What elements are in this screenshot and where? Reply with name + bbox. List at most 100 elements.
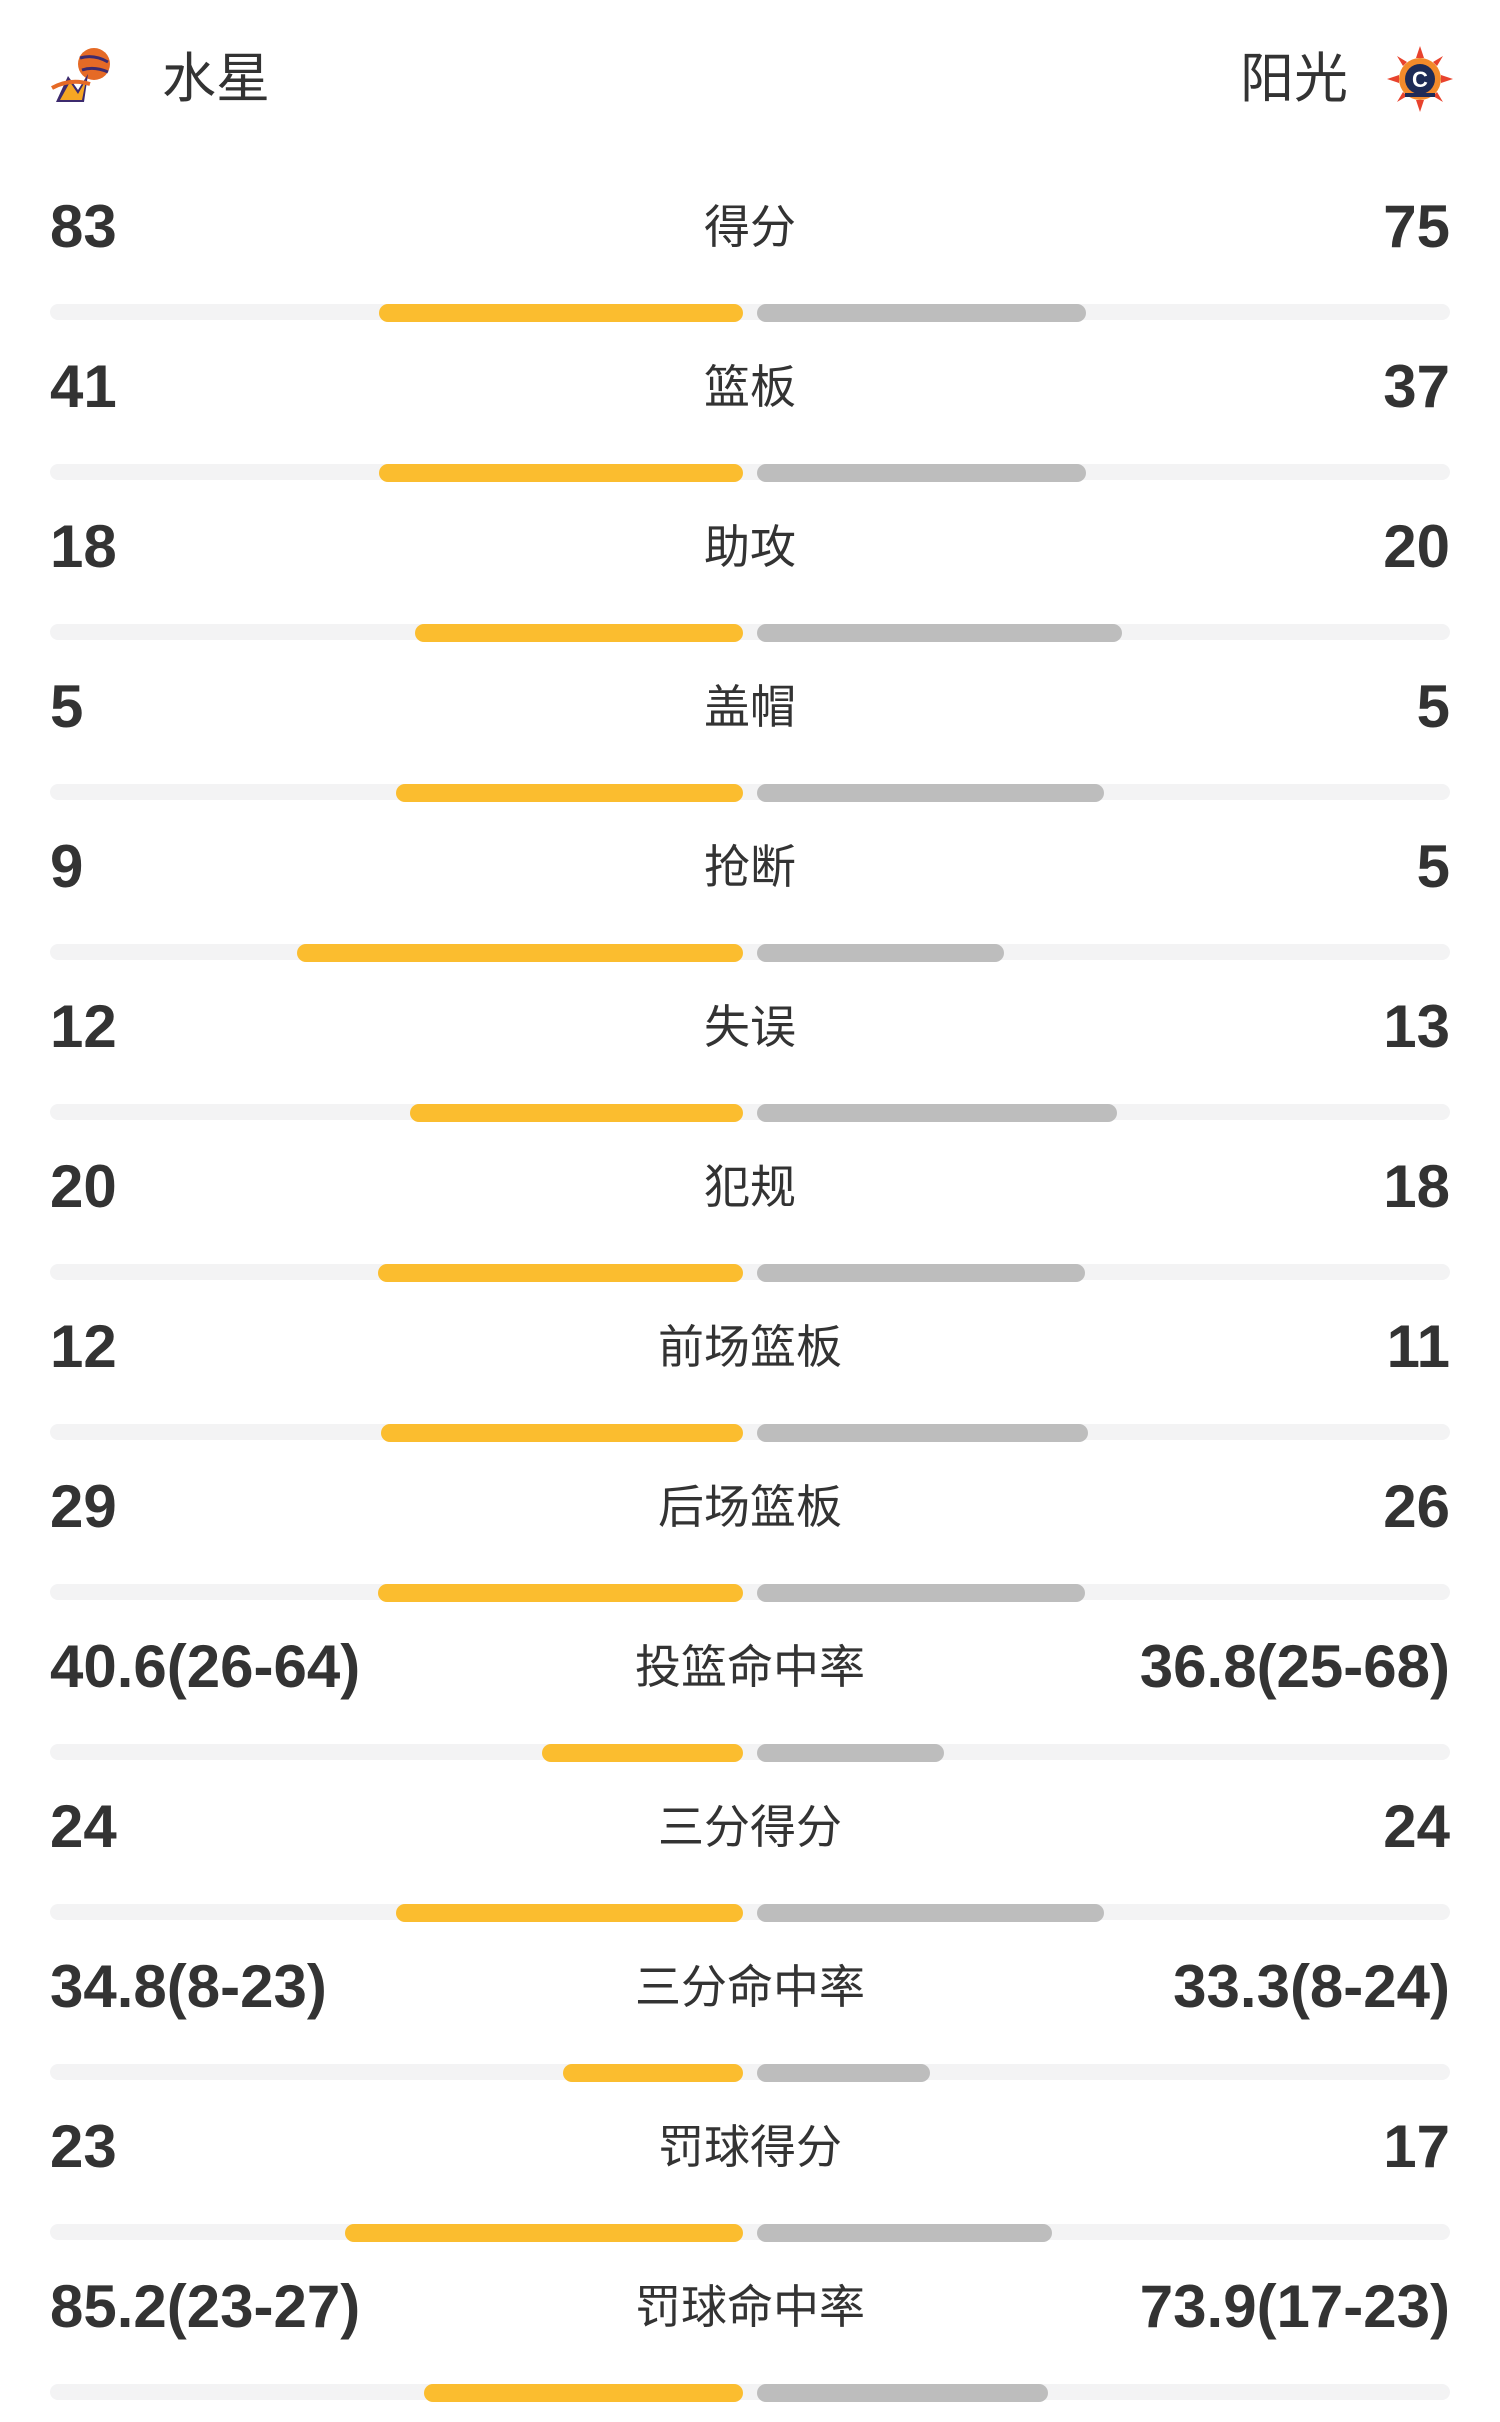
stat-bar-track xyxy=(50,2224,1450,2240)
home-stat-value: 5 xyxy=(50,673,84,740)
home-stat-value: 18 xyxy=(50,513,117,580)
stat-row: 23 罚球得分 17 xyxy=(0,2102,1500,2262)
home-stat-bar xyxy=(410,1104,743,1122)
stat-row: 34.8(8-23) 三分命中率 33.3(8-24) xyxy=(0,1942,1500,2102)
away-stat-value: 5 xyxy=(1416,833,1450,900)
away-stat-value: 75 xyxy=(1383,193,1450,260)
stat-bar-track xyxy=(50,304,1450,320)
svg-text:C: C xyxy=(1412,67,1428,92)
away-stat-value: 36.8(25-68) xyxy=(1139,1633,1450,1700)
stat-bar-track xyxy=(50,2064,1450,2080)
home-stat-value: 34.8(8-23) xyxy=(50,1953,327,2020)
away-stat-bar xyxy=(757,2384,1048,2402)
stat-bar-track xyxy=(50,1424,1450,1440)
stat-label: 失误 xyxy=(704,1000,796,1054)
stat-label: 篮板 xyxy=(704,360,796,414)
stat-bar-track xyxy=(50,2384,1450,2400)
away-stat-bar xyxy=(757,1904,1104,1922)
away-stat-bar xyxy=(757,784,1104,802)
home-team-name: 水星 xyxy=(162,47,270,110)
home-stat-bar xyxy=(297,944,743,962)
stat-label: 犯规 xyxy=(704,1160,796,1214)
home-stat-value: 9 xyxy=(50,833,84,900)
stat-label: 得分 xyxy=(704,200,796,254)
home-stat-bar xyxy=(396,784,743,802)
team-header: 水星 阳光 C xyxy=(0,0,1500,160)
stat-row: 5 盖帽 5 xyxy=(0,662,1500,822)
stat-bar-track xyxy=(50,784,1450,800)
stat-row: 12 失误 13 xyxy=(0,982,1500,1142)
stat-row: 29 后场篮板 26 xyxy=(0,1462,1500,1622)
home-stat-bar xyxy=(379,304,743,322)
away-stat-value: 73.9(17-23) xyxy=(1139,2273,1450,2340)
away-stat-bar xyxy=(757,1424,1088,1442)
home-stat-value: 20 xyxy=(50,1153,117,1220)
away-stat-bar xyxy=(757,304,1086,322)
away-stat-bar xyxy=(757,624,1122,642)
stat-label: 三分命中率 xyxy=(635,1960,865,2014)
away-stat-value: 5 xyxy=(1416,673,1450,740)
home-stat-bar xyxy=(378,1584,743,1602)
home-stat-value: 29 xyxy=(50,1473,117,1540)
away-stat-value: 11 xyxy=(1386,1313,1450,1380)
stat-label: 投篮命中率 xyxy=(635,1640,865,1694)
away-stat-value: 37 xyxy=(1383,353,1450,420)
home-stat-bar xyxy=(542,1744,743,1762)
stat-row: 40.6(26-64) 投篮命中率 36.8(25-68) xyxy=(0,1622,1500,1782)
stat-bar-track xyxy=(50,944,1450,960)
stat-label: 罚球命中率 xyxy=(635,2280,865,2334)
home-stat-bar xyxy=(424,2384,743,2402)
stat-bar-track xyxy=(50,1904,1450,1920)
away-stat-value: 26 xyxy=(1383,1473,1450,1540)
stat-row: 9 抢断 5 xyxy=(0,822,1500,982)
away-stat-value: 13 xyxy=(1383,993,1450,1060)
away-stat-value: 18 xyxy=(1383,1153,1450,1220)
stat-row: 20 犯规 18 xyxy=(0,1142,1500,1302)
stat-row: 41 篮板 37 xyxy=(0,342,1500,502)
home-stat-value: 23 xyxy=(50,2113,117,2180)
stat-bar-track xyxy=(50,1104,1450,1120)
away-stat-bar xyxy=(757,1584,1085,1602)
away-stat-bar xyxy=(757,464,1086,482)
stat-row: 24 三分得分 24 xyxy=(0,1782,1500,1942)
stat-bar-track xyxy=(50,464,1450,480)
stat-bar-track xyxy=(50,1744,1450,1760)
home-stat-value: 24 xyxy=(50,1793,117,1860)
home-stat-value: 40.6(26-64) xyxy=(50,1633,361,1700)
away-stat-bar xyxy=(757,1264,1085,1282)
stat-row: 85.2(23-27) 罚球命中率 73.9(17-23) xyxy=(0,2262,1500,2422)
home-stat-bar xyxy=(415,624,743,642)
away-stat-bar xyxy=(757,1744,944,1762)
home-stat-value: 12 xyxy=(50,1313,117,1380)
away-team-name: 阳光 xyxy=(1240,47,1348,110)
stat-row: 83 得分 75 xyxy=(0,182,1500,342)
stat-row: 12 前场篮板 11 xyxy=(0,1302,1500,1462)
away-stat-bar xyxy=(757,2224,1052,2242)
home-stat-bar xyxy=(378,1264,743,1282)
stat-row: 18 助攻 20 xyxy=(0,502,1500,662)
stat-label: 抢断 xyxy=(704,840,796,894)
stat-label: 盖帽 xyxy=(704,680,796,734)
phoenix-mercury-logo-icon xyxy=(50,44,120,114)
connecticut-sun-logo-icon: C xyxy=(1385,44,1455,114)
stat-label: 罚球得分 xyxy=(658,2120,842,2174)
stat-label: 前场篮板 xyxy=(658,1320,842,1374)
home-stat-bar xyxy=(345,2224,743,2242)
home-stat-bar xyxy=(563,2064,743,2082)
away-stat-bar xyxy=(757,2064,930,2082)
away-stat-value: 33.3(8-24) xyxy=(1173,1953,1450,2020)
stat-label: 后场篮板 xyxy=(658,1480,842,1534)
home-stat-bar xyxy=(379,464,743,482)
away-stat-value: 17 xyxy=(1383,2113,1450,2180)
stat-label: 助攻 xyxy=(704,520,796,574)
away-stat-value: 20 xyxy=(1383,513,1450,580)
home-stat-value: 83 xyxy=(50,193,117,260)
stat-bar-track xyxy=(50,1584,1450,1600)
away-stat-bar xyxy=(757,944,1004,962)
away-stat-bar xyxy=(757,1104,1117,1122)
home-stat-value: 41 xyxy=(50,353,117,420)
stat-bar-track xyxy=(50,1264,1450,1280)
away-stat-value: 24 xyxy=(1383,1793,1450,1860)
home-stat-bar xyxy=(396,1904,743,1922)
home-stat-value: 85.2(23-27) xyxy=(50,2273,361,2340)
